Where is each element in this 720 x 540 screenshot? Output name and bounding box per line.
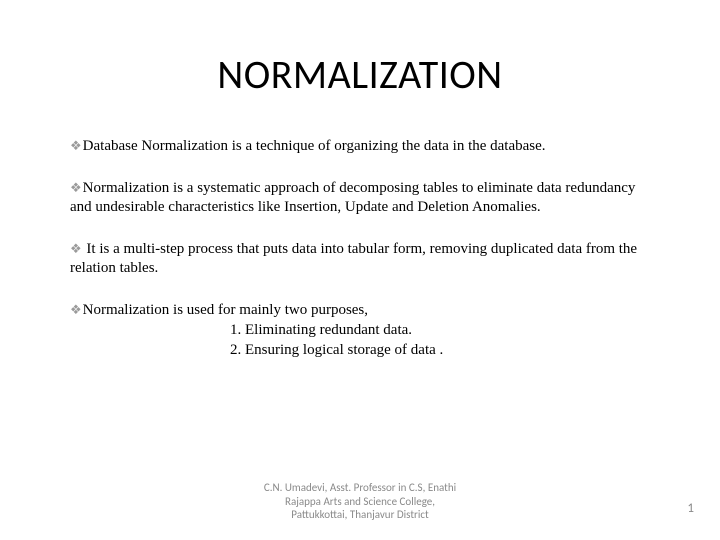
diamond-bullet-icon: ❖ <box>70 180 82 197</box>
bullet-text: Normalization is used for mainly two pur… <box>83 302 368 318</box>
diamond-bullet-icon: ❖ <box>70 302 82 319</box>
bullet-text: It is a multi-step process that puts dat… <box>70 241 637 277</box>
bullet-item: ❖Normalization is a systematic approach … <box>70 179 650 218</box>
bullet-item: ❖Normalization is used for mainly two pu… <box>70 301 650 361</box>
sub-list-item: 2. Ensuring logical storage of data . <box>230 340 650 360</box>
slide-content: ❖Database Normalization is a technique o… <box>60 137 660 361</box>
sub-list: 1. Eliminating redundant data. 2. Ensuri… <box>70 320 650 361</box>
footer-line: C.N. Umadevi, Asst. Professor in C.S, En… <box>0 481 720 495</box>
diamond-bullet-icon: ❖ <box>70 241 82 258</box>
diamond-bullet-icon: ❖ <box>70 138 82 155</box>
footer-line: Pattukkottai, Thanjavur District <box>0 508 720 522</box>
footer-line: Rajappa Arts and Science College, <box>0 495 720 509</box>
bullet-item: ❖Database Normalization is a technique o… <box>70 137 650 157</box>
bullet-item: ❖ It is a multi-step process that puts d… <box>70 240 650 279</box>
slide-container: NORMALIZATION ❖Database Normalization is… <box>0 0 720 540</box>
slide-footer: C.N. Umadevi, Asst. Professor in C.S, En… <box>0 481 720 522</box>
page-number: 1 <box>687 501 694 516</box>
slide-title: NORMALIZATION <box>60 50 660 99</box>
bullet-text: Database Normalization is a technique of… <box>83 138 546 154</box>
bullet-text: Normalization is a systematic approach o… <box>70 180 635 216</box>
sub-list-item: 1. Eliminating redundant data. <box>230 320 650 340</box>
